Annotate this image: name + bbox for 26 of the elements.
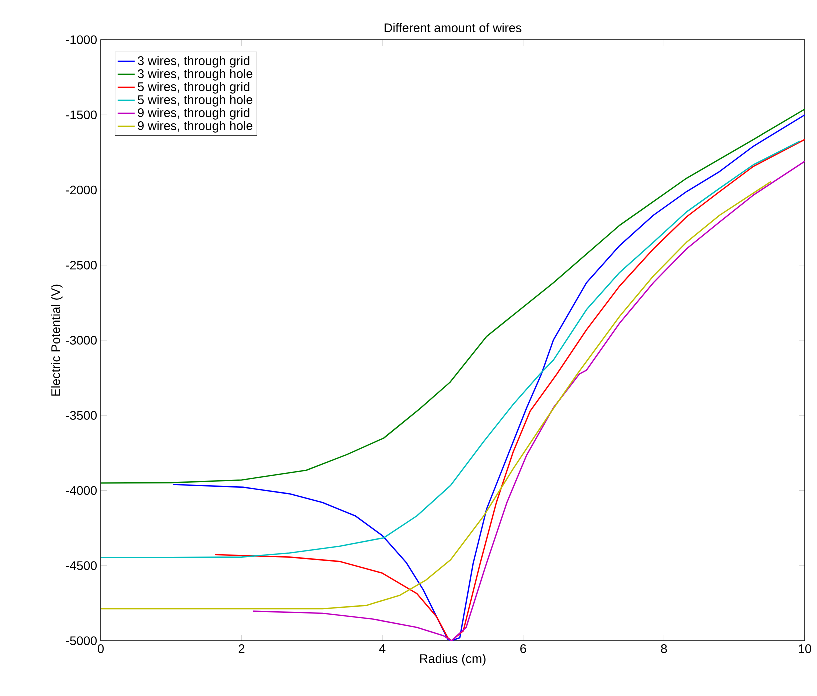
y-tick-label: -1000 bbox=[66, 36, 97, 44]
line-series bbox=[101, 108, 806, 484]
legend-label: 3 wires, through grid bbox=[138, 56, 250, 68]
chart-title: Different amount of wires bbox=[384, 23, 522, 32]
y-tick-label: -4500 bbox=[66, 561, 97, 570]
y-tick-label: -5000 bbox=[66, 636, 97, 646]
legend-label: 3 wires, through hole bbox=[138, 69, 253, 81]
line-series bbox=[101, 140, 801, 558]
y-tick-label: -3000 bbox=[66, 336, 97, 345]
y-tick-label: -2000 bbox=[66, 186, 97, 195]
x-tick-label: 0 bbox=[98, 644, 104, 654]
legend-label: 9 wires, through hole bbox=[138, 121, 253, 133]
x-tick-label: 6 bbox=[520, 644, 526, 654]
x-tick-label: 10 bbox=[799, 644, 812, 654]
y-tick-label: -3500 bbox=[66, 411, 97, 420]
legend-label: 9 wires, through grid bbox=[138, 108, 250, 120]
legend-label: 5 wires, through hole bbox=[138, 95, 253, 107]
y-axis-title: Electric Potential (V) bbox=[51, 284, 63, 396]
y-tick-label: -4000 bbox=[66, 486, 97, 496]
x-tick-label: 2 bbox=[238, 644, 245, 654]
x-tick-label: 8 bbox=[661, 644, 668, 654]
y-tick-label: -2500 bbox=[66, 260, 97, 270]
x-axis-title: Radius (cm) bbox=[420, 654, 486, 666]
x-tick-label: 4 bbox=[379, 644, 386, 654]
y-tick-label: -1500 bbox=[66, 110, 97, 120]
legend-label: 5 wires, through grid bbox=[138, 82, 250, 94]
